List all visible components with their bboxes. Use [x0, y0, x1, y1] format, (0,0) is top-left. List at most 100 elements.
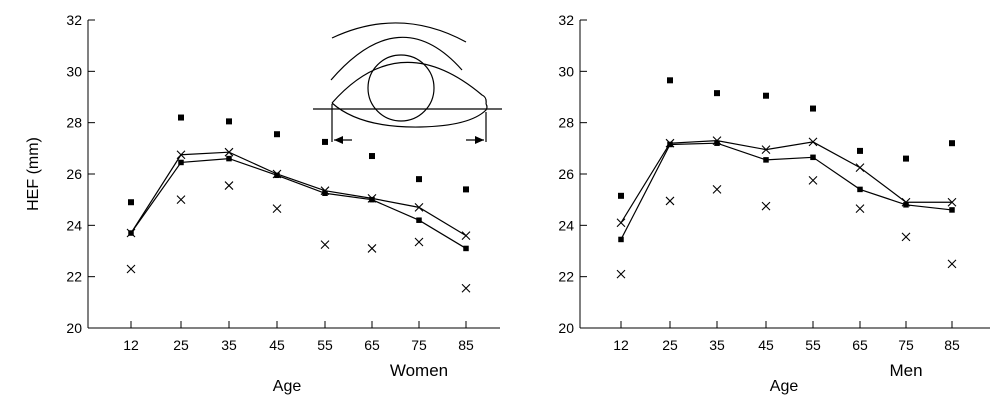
women-y-tick-label-32: 32	[66, 12, 82, 28]
men-x-tick-label-55: 55	[805, 337, 821, 353]
men-series-0-point-65	[857, 147, 863, 154]
women-y-tick-label-22: 22	[66, 269, 82, 285]
women-series-0-point-35	[226, 118, 232, 125]
women-series-1-point-25	[178, 159, 184, 166]
men-series-0-point-75	[903, 155, 909, 162]
men-y-tick-label-20: 20	[558, 320, 574, 336]
men-series-3-point-25	[665, 196, 675, 206]
eye-diagram	[313, 22, 502, 144]
men-series-1-point-25	[667, 141, 673, 148]
men-series-1-point-35	[714, 140, 720, 146]
men-series-0-point-55	[810, 105, 816, 112]
women-series-3-point-12	[126, 264, 136, 274]
eye-left-arrowhead	[334, 136, 343, 144]
men-series-2-point-45	[761, 145, 771, 155]
men-series-3-point-75	[901, 232, 911, 242]
women-x-tick-label-85: 85	[458, 337, 474, 353]
women-panel-label: Women	[390, 361, 448, 380]
men-y-tick-label-32: 32	[558, 12, 574, 28]
men-series-3-point-12	[616, 269, 626, 279]
women-series-0-point-85	[463, 186, 469, 193]
men-series-2-point-85	[947, 197, 957, 207]
women-y-tick-label-20: 20	[66, 320, 82, 336]
men-series-1-point-45	[763, 157, 769, 163]
men-series-2-line	[620, 140, 952, 224]
women-series-2-point-45	[272, 169, 282, 179]
women-series-1-point-85	[463, 245, 469, 252]
men-y-tick-label-24: 24	[558, 217, 574, 233]
women-series-1-point-45	[274, 172, 280, 179]
men-series-3-point-55	[808, 176, 818, 185]
men-data-marks	[616, 77, 957, 279]
men-series-0-point-35	[714, 90, 720, 97]
women-x-tick-label-65: 65	[364, 337, 380, 353]
women-series-0-point-45	[274, 131, 280, 138]
men-series-2-point-35	[712, 136, 722, 146]
men-series-0-point-45	[763, 92, 769, 99]
men-series-2-point-65	[855, 163, 865, 172]
men-series-0-point-85	[949, 140, 955, 147]
men-series-0-point-25	[667, 77, 673, 84]
women-series-3-point-65	[367, 244, 377, 253]
women-series-2-point-85	[461, 231, 471, 240]
women-series-1-point-55	[322, 190, 328, 196]
eye-brow-arc	[331, 22, 467, 43]
men-series-3-point-85	[947, 259, 957, 269]
women-x-tick-label-75: 75	[411, 337, 427, 353]
women-series-2-point-35	[224, 147, 234, 157]
women-series-3-point-45	[272, 204, 282, 214]
men-series-1-point-65	[857, 186, 863, 193]
women-x-tick-label-35: 35	[221, 337, 237, 353]
women-series-2-point-25	[176, 150, 186, 160]
women-x-tick-label-25: 25	[173, 337, 189, 353]
eye-right-arrowhead	[475, 136, 484, 144]
women-series-2-point-12	[126, 228, 136, 238]
women-panel: 20 22 24 26 28 30 32 12 25 35 45 55 65 75 85 HEF (mm)…	[25, 12, 502, 395]
women-series-3-point-55	[320, 240, 330, 249]
men-y-ticks: 20 22 24 26 28 30 32	[558, 12, 587, 336]
women-series-3-point-25	[176, 195, 186, 205]
men-x-axis-title: Age	[770, 378, 799, 395]
men-series-1-point-55	[810, 154, 816, 161]
men-x-ticks: 12 25 35 45 55 65 75 85	[613, 321, 960, 353]
men-x-tick-label-35: 35	[709, 337, 725, 353]
women-series-0-point-25	[178, 114, 184, 121]
women-x-tick-label-12: 12	[123, 337, 139, 353]
women-series-3-point-35	[224, 181, 234, 190]
men-series-2-point-25	[665, 138, 675, 148]
men-series-1-point-85	[949, 207, 955, 213]
women-y-tick-label-24: 24	[66, 217, 82, 233]
men-x-tick-label-45: 45	[758, 337, 774, 353]
women-series-2-line	[130, 151, 467, 237]
women-series-0-point-55	[322, 138, 328, 145]
women-series-1-point-35	[226, 155, 232, 162]
men-x-tick-label-25: 25	[662, 337, 678, 353]
men-series-3-point-35	[712, 185, 722, 194]
men-series-0-point-12	[618, 192, 624, 199]
women-x-ticks: 12 25 35 45 55 65 75 85	[123, 321, 474, 353]
women-series-1-point-75	[416, 217, 422, 223]
men-series-1-point-75	[903, 202, 909, 208]
men-panel-label: Men	[889, 361, 922, 380]
women-series-0-point-12	[128, 199, 134, 206]
men-series-3-point-65	[855, 204, 865, 214]
women-x-tick-label-55: 55	[317, 337, 333, 353]
women-series-1-point-65	[369, 196, 375, 203]
women-y-ticks: 20 22 24 26 28 30 32	[66, 12, 95, 336]
women-x-tick-label-45: 45	[269, 337, 285, 353]
women-y-tick-label-26: 26	[66, 166, 82, 182]
women-series-2-point-55	[320, 186, 330, 196]
women-series-3-point-85	[461, 283, 471, 293]
men-x-tick-label-75: 75	[898, 337, 914, 353]
men-series-3-point-45	[761, 201, 771, 211]
men-x-tick-label-12: 12	[613, 337, 629, 353]
men-x-tick-label-85: 85	[944, 337, 960, 353]
women-data-marks	[126, 114, 471, 293]
men-series-1-line	[620, 142, 953, 240]
men-series-2-point-75	[901, 197, 911, 207]
women-series-2-point-75	[414, 202, 424, 212]
women-series-3-point-75	[414, 237, 424, 247]
men-series-2-point-55	[808, 137, 818, 147]
men-panel: 20 22 24 26 28 30 32 12 25 35 45 55 65 75 85 Age Men	[558, 12, 990, 395]
men-y-tick-label-28: 28	[558, 115, 574, 131]
